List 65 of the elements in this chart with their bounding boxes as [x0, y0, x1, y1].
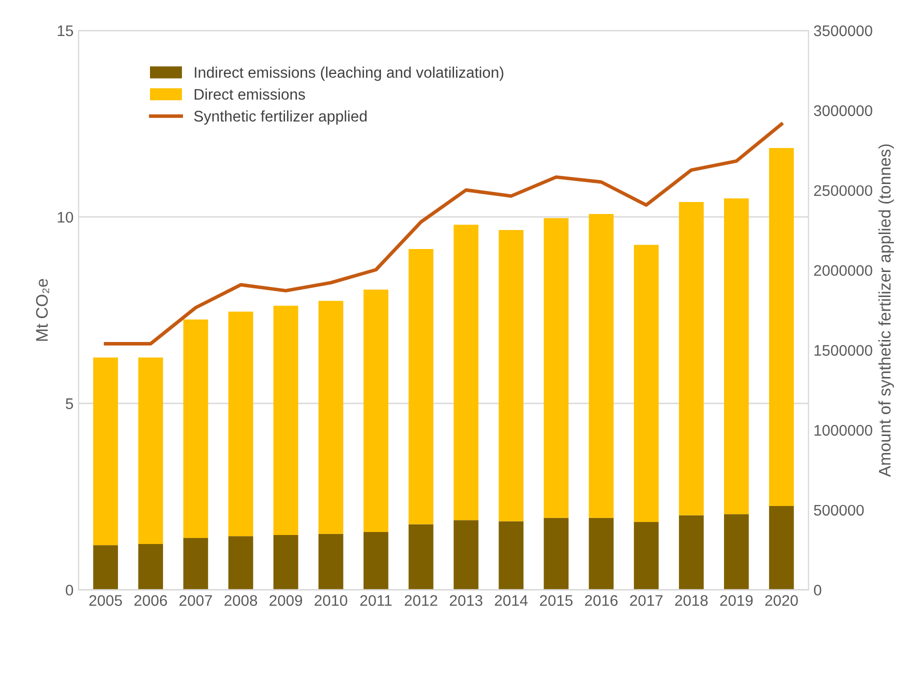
bar — [544, 518, 569, 590]
x-tick-label: 2020 — [765, 595, 798, 606]
bar — [228, 536, 254, 590]
y-tick-label: 5 — [66, 398, 74, 410]
bar — [138, 544, 164, 590]
bar — [228, 312, 254, 536]
bar — [498, 521, 524, 590]
bar — [183, 538, 208, 590]
x-tick-label: 2011 — [360, 595, 392, 606]
bar — [318, 534, 344, 590]
y2-tick-label: 1500000 — [814, 345, 872, 356]
y-tick-label: 10 — [58, 212, 74, 223]
bar — [138, 358, 164, 544]
bar — [273, 306, 298, 536]
bar — [588, 214, 614, 518]
bar — [588, 518, 614, 590]
x-tick-label: 2018 — [675, 595, 708, 606]
x-tick-label: 2013 — [450, 595, 482, 606]
bar — [724, 198, 749, 514]
y2-tick-label: 3500000 — [814, 25, 872, 36]
bar — [318, 300, 344, 534]
legend-label: Synthetic fertilizer applied — [194, 110, 367, 125]
bar — [498, 230, 524, 522]
x-tick-label: 2014 — [494, 595, 528, 606]
y2-tick-label: 2500000 — [814, 185, 872, 196]
y2-tick-label: 2000000 — [814, 265, 872, 276]
y2-tick-label: 0 — [814, 584, 822, 596]
y2-tick-label: 500000 — [814, 504, 864, 516]
bar — [454, 520, 478, 590]
y-tick-label: 15 — [58, 26, 74, 36]
bar — [724, 514, 749, 590]
bar — [183, 320, 208, 538]
y2-tick-label: 1000000 — [814, 424, 872, 436]
bar — [408, 524, 434, 590]
legend-label: Indirect emissions (leaching and volatilization) — [194, 66, 504, 81]
bar — [769, 148, 794, 506]
x-tick-label: 2012 — [404, 595, 438, 606]
x-tick-label: 2017 — [630, 595, 663, 606]
bar — [93, 358, 118, 546]
bar — [769, 506, 794, 590]
x-tick-label: 2007 — [179, 595, 212, 606]
bar — [408, 249, 434, 524]
y2-axis-title: Amount of synthetic fertilizer applied (tonnes) — [878, 144, 894, 477]
x-tick-label: 2016 — [585, 595, 618, 606]
bar — [634, 244, 659, 522]
bar — [678, 202, 704, 516]
x-tick-label: 2005 — [89, 595, 122, 606]
bar — [364, 532, 388, 590]
bar — [273, 535, 298, 590]
y-axis-title: Mt CO₂e — [36, 278, 50, 341]
bar — [93, 545, 118, 590]
legend-label: Direct emissions — [194, 88, 305, 100]
y-tick-label: 0 — [66, 584, 74, 596]
bar — [634, 522, 659, 590]
bar — [364, 290, 388, 532]
x-tick-label: 2010 — [314, 595, 348, 606]
x-tick-label: 2006 — [134, 595, 167, 606]
x-tick-label: 2019 — [720, 595, 753, 606]
y2-tick-label: 3000000 — [814, 105, 872, 116]
bar — [454, 224, 478, 520]
x-tick-label: 2015 — [540, 595, 573, 606]
x-tick-label: 2008 — [224, 595, 258, 606]
bar — [544, 218, 569, 518]
x-tick-label: 2009 — [270, 595, 302, 606]
bar — [678, 515, 704, 590]
